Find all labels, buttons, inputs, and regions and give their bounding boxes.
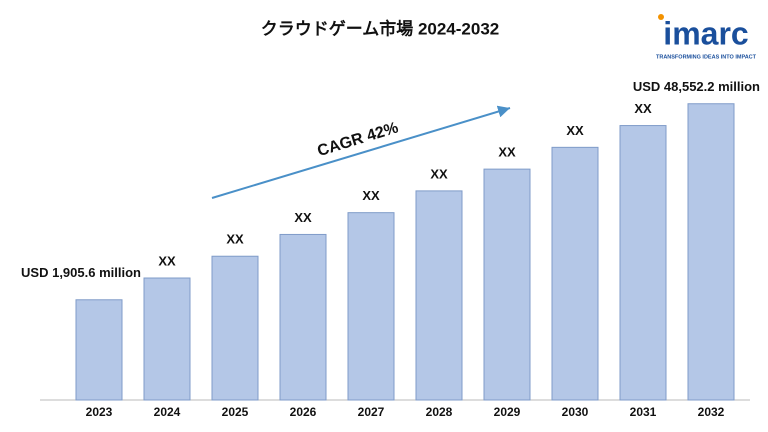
value-label: XX — [634, 101, 652, 116]
value-label: XX — [566, 123, 584, 138]
value-label: XX — [430, 166, 448, 181]
x-tick-label: 2027 — [358, 405, 385, 419]
value-label: XX — [294, 210, 312, 225]
logo-dot — [658, 14, 664, 20]
bar — [551, 146, 599, 401]
value-label: XX — [362, 188, 380, 203]
x-tick-label: 2032 — [698, 405, 725, 419]
logo-tagline: TRANSFORMING IDEAS INTO IMPACT — [656, 54, 757, 60]
chart-title: クラウドゲーム市場 2024-2032 — [261, 18, 500, 38]
x-tick-label: 2023 — [86, 405, 113, 419]
value-label: USD 48,552.2 million — [633, 79, 760, 94]
value-label: XX — [498, 145, 516, 160]
x-tick-label: 2025 — [222, 405, 249, 419]
bar — [75, 299, 123, 401]
bar — [483, 168, 531, 401]
cagr-arrow — [211, 105, 511, 199]
bar — [415, 190, 463, 401]
x-tick-label: 2026 — [290, 405, 317, 419]
bar — [143, 277, 191, 401]
x-tick-label: 2031 — [630, 405, 657, 419]
value-label: USD 1,905.6 million — [21, 265, 141, 280]
bar — [211, 255, 259, 401]
x-tick-label: 2030 — [562, 405, 589, 419]
x-tick-label: 2028 — [426, 405, 453, 419]
bar — [687, 103, 735, 401]
logo-name: imarc — [663, 15, 748, 51]
x-tick-label: 2029 — [494, 405, 521, 419]
value-label: XX — [158, 253, 176, 268]
x-tick-label: 2024 — [154, 405, 181, 419]
bar — [279, 233, 327, 401]
value-label: XX — [226, 232, 244, 247]
bar — [619, 125, 667, 401]
bar — [347, 212, 395, 401]
